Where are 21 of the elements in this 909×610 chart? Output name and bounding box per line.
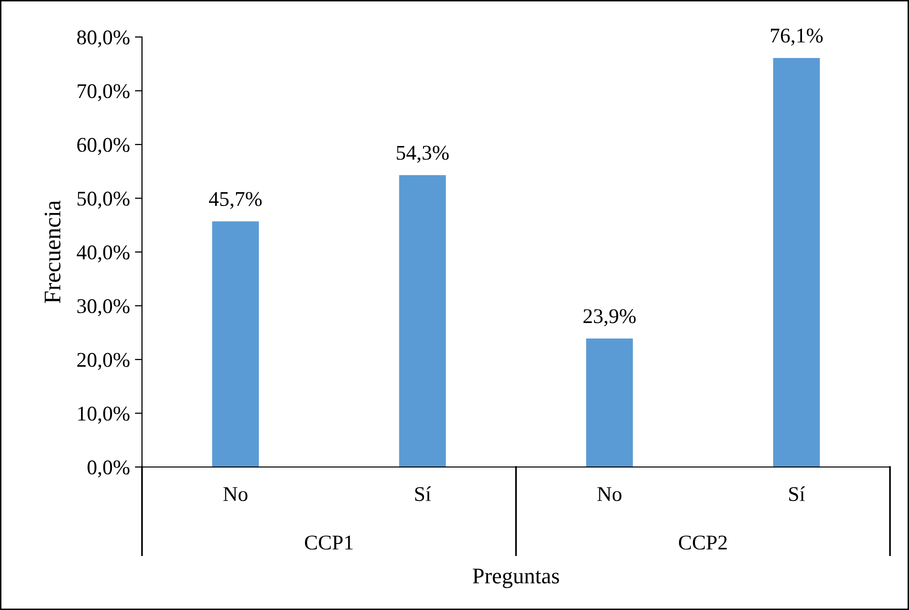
y-tick-label: 60,0% — [77, 138, 130, 155]
x-tick-label: Sí — [415, 486, 431, 502]
data-label: 76,1% — [770, 28, 823, 46]
text: CCP2 — [678, 536, 727, 550]
x-tick-label: No — [597, 487, 622, 502]
data-label: 45,7% — [209, 192, 262, 210]
y-axis-title: Frecuencia — [44, 200, 60, 304]
data-label: 23,9% — [584, 309, 636, 326]
y-tick-label: 0,0% — [88, 460, 130, 478]
x-axis-title: Preguntas — [472, 568, 560, 588]
x-tick-label: No — [223, 487, 248, 502]
y-tick-label: 10,0% — [78, 406, 130, 424]
y-tick-label: 20,0% — [77, 352, 130, 370]
y-tick-label: 70,0% — [78, 84, 130, 102]
y-tick-label: 80,0% — [77, 30, 130, 48]
y-tick-label: 30,0% — [77, 299, 130, 316]
y-tick-label: 40,0% — [76, 245, 130, 262]
x-tick-label: Sí — [789, 486, 805, 502]
y-tick-label: 50,0% — [78, 192, 130, 209]
text: CCP1 — [304, 536, 353, 550]
data-label: 54,3% — [396, 146, 449, 163]
